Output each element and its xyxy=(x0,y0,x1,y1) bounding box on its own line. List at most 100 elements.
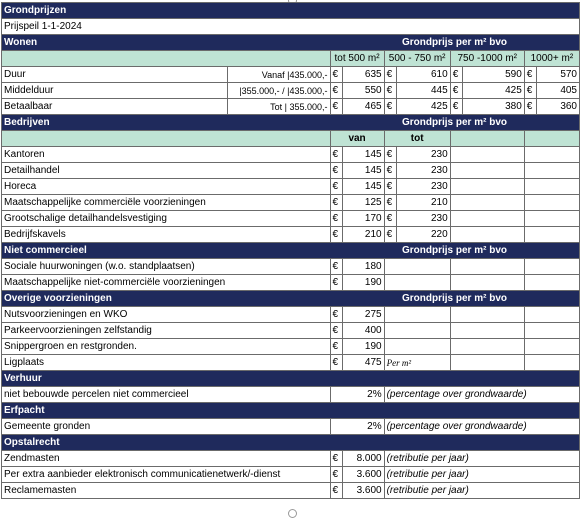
erfpacht-title: Erfpacht xyxy=(1,402,580,419)
euro-sign: € xyxy=(329,354,343,371)
euro-sign: € xyxy=(329,482,343,499)
price-cell: 405 xyxy=(535,82,581,99)
bedrijven-row: Kantoren €145 €230 xyxy=(1,146,581,163)
wonen-col-3: 750 -1000 m² xyxy=(449,50,525,67)
bedrijven-colhead-blank xyxy=(1,130,331,147)
overige-row: Snippergroen en restgronden. €190 xyxy=(1,338,581,355)
euro-sign: € xyxy=(329,66,343,83)
price-van: 145 xyxy=(341,178,385,195)
empty-cell xyxy=(523,322,581,339)
wonen-head: Grondprijs per m² bvo xyxy=(330,34,581,51)
retributie-note: (retributie per jaar) xyxy=(383,466,581,483)
price-tot: 210 xyxy=(395,194,451,211)
price-van: 145 xyxy=(341,146,385,163)
niet-commercieel-row: Maatschappelijke niet-commerciële voorzi… xyxy=(1,274,581,291)
wonen-row-duur: Duur Vanaf |435.000,- €635 €610 €590 €57… xyxy=(0,66,581,83)
price-cell: 425 xyxy=(461,82,525,99)
row-label: Betaalbaar xyxy=(0,98,229,115)
price-cell: 570 xyxy=(535,66,581,83)
opstalrecht-header-row: Opstalrecht xyxy=(1,434,580,451)
row-label: Per extra aanbieder elektronisch communi… xyxy=(1,466,331,483)
bedrijven-head: Grondprijs per m² bvo xyxy=(330,114,581,131)
wonen-row-middelduur: Middelduur |355.000,- / |435.000,- €550 … xyxy=(0,82,581,99)
euro-sign: € xyxy=(329,258,343,275)
retributie-note: (retributie per jaar) xyxy=(383,450,581,467)
price-tot: 230 xyxy=(395,146,451,163)
price-cell: 465 xyxy=(341,98,385,115)
empty-cell xyxy=(523,354,581,371)
niet-commercieel-header-row: Niet commercieel Grondprijs per m² bvo xyxy=(1,242,581,259)
row-label: Snippergroen en restgronden. xyxy=(1,338,331,355)
empty-cell xyxy=(449,210,525,227)
percentage-cell: 2% xyxy=(329,386,385,403)
price-cell: 190 xyxy=(341,338,385,355)
empty-cell xyxy=(449,338,525,355)
price-cell: 425 xyxy=(395,98,451,115)
row-label: Maatschappelijke commerciële voorziening… xyxy=(1,194,331,211)
price-cell: 475 xyxy=(341,354,385,371)
empty-cell xyxy=(449,162,525,179)
price-van: 125 xyxy=(341,194,385,211)
price-tot: 230 xyxy=(395,162,451,179)
empty-cell xyxy=(449,306,525,323)
percentage-note: (percentage over grondwaarde) xyxy=(383,386,581,403)
euro-sign: € xyxy=(523,66,537,83)
euro-sign: € xyxy=(329,162,343,179)
euro-sign: € xyxy=(329,178,343,195)
empty-cell xyxy=(449,354,525,371)
empty-cell xyxy=(523,226,581,243)
bedrijven-colhead-empty xyxy=(523,130,581,147)
price-cell: 180 xyxy=(341,258,385,275)
opstalrecht-row: Per extra aanbieder elektronisch communi… xyxy=(1,466,581,483)
sheet-title-row: Grondprijzen xyxy=(1,2,580,19)
sheet-title: Grondprijzen xyxy=(1,2,580,19)
erfpacht-row: Gemeente gronden 2% (percentage over gro… xyxy=(1,418,581,435)
euro-sign: € xyxy=(449,98,463,115)
overige-row: Parkeervoorzieningen zelfstandig €400 xyxy=(1,322,581,339)
wonen-col-2: 500 - 750 m² xyxy=(383,50,451,67)
verhuur-row: niet bebouwde percelen niet commercieel … xyxy=(1,386,581,403)
overige-title: Overige voorzieningen xyxy=(1,290,331,307)
row-label: Duur xyxy=(0,66,229,83)
row-label: Sociale huurwoningen (w.o. standplaatsen… xyxy=(1,258,331,275)
empty-cell xyxy=(449,146,525,163)
price-cell: 3.600 xyxy=(341,466,385,483)
prijspeil-text: Prijspeil 1-1-2024 xyxy=(1,18,580,35)
percentage-note: (percentage over grondwaarde) xyxy=(383,418,581,435)
overige-header-row: Overige voorzieningen Grondprijs per m² … xyxy=(1,290,581,307)
retributie-note: (retributie per jaar) xyxy=(383,482,581,499)
empty-cell xyxy=(383,258,451,275)
empty-cell xyxy=(449,274,525,291)
price-cell: 275 xyxy=(341,306,385,323)
euro-sign: € xyxy=(329,322,343,339)
row-label: Gemeente gronden xyxy=(1,418,331,435)
bedrijven-colhead-empty xyxy=(449,130,525,147)
empty-cell xyxy=(383,274,451,291)
empty-cell xyxy=(523,306,581,323)
euro-sign: € xyxy=(329,210,343,227)
price-cell: 360 xyxy=(535,98,581,115)
price-cell: 635 xyxy=(341,66,385,83)
price-van: 210 xyxy=(341,226,385,243)
bedrijven-col-tot: tot xyxy=(383,130,451,147)
row-label: Ligplaats xyxy=(1,354,331,371)
euro-sign: € xyxy=(383,226,397,243)
bedrijven-title: Bedrijven xyxy=(1,114,331,131)
row-label: Detailhandel xyxy=(1,162,331,179)
verhuur-title: Verhuur xyxy=(1,370,580,387)
row-label: Parkeervoorzieningen zelfstandig xyxy=(1,322,331,339)
niet-commercieel-row: Sociale huurwoningen (w.o. standplaatsen… xyxy=(1,258,581,275)
empty-cell xyxy=(449,258,525,275)
empty-cell xyxy=(383,322,451,339)
row-note: |355.000,- / |435.000,- xyxy=(227,82,331,99)
price-sheet: Grondprijzen Prijspeil 1-1-2024 Wonen Gr… xyxy=(0,2,581,499)
row-label: Nutsvoorzieningen en WKO xyxy=(1,306,331,323)
price-cell: 590 xyxy=(461,66,525,83)
empty-cell xyxy=(523,210,581,227)
empty-cell xyxy=(383,306,451,323)
euro-sign: € xyxy=(449,66,463,83)
row-label: niet bebouwde percelen niet commercieel xyxy=(1,386,331,403)
euro-sign: € xyxy=(329,466,343,483)
euro-sign: € xyxy=(329,226,343,243)
opstalrecht-title: Opstalrecht xyxy=(1,434,580,451)
